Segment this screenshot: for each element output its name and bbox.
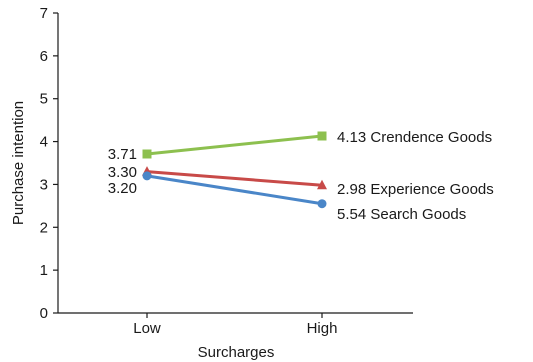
y-tick-label: 1: [40, 262, 48, 279]
y-axis: 0 1 2 3 4 5 6 7: [40, 5, 59, 322]
y-tick-label: 4: [40, 134, 48, 151]
x-tick-label: High: [307, 320, 338, 337]
start-value-label: 3.71: [108, 146, 137, 163]
series-line: [146, 174, 323, 206]
x-axis-title: Surcharges: [198, 344, 275, 361]
data-point-circle: [317, 199, 327, 209]
y-tick-label: 7: [40, 5, 48, 22]
start-value-label: 3.30: [108, 164, 137, 181]
x-tick-label: Low: [133, 320, 161, 337]
data-point-square: [317, 131, 327, 141]
y-tick-label: 2: [40, 219, 48, 236]
series-layer: 3.71 4.13 Crendence Goods 3.30 2.98 Experie…: [108, 129, 494, 223]
start-value-label: 3.20: [108, 180, 137, 197]
y-tick-label: 0: [40, 305, 48, 322]
y-tick-label: 5: [40, 91, 48, 108]
end-value-label: 5.54 Search Goods: [337, 206, 466, 223]
y-axis-title: Purchase intention: [10, 101, 27, 225]
end-value-label: 4.13 Crendence Goods: [337, 129, 492, 146]
data-point-square: [142, 149, 152, 159]
end-value-label: 2.98 Experience Goods: [337, 181, 494, 198]
series-search-goods: 3.20 5.54 Search Goods: [108, 171, 466, 223]
x-axis: Low High: [58, 312, 413, 337]
y-tick-label: 6: [40, 48, 48, 65]
data-point-triangle: [317, 179, 327, 190]
series-crendence-goods: 3.71 4.13 Crendence Goods: [108, 129, 492, 163]
series-line: [146, 170, 323, 187]
series-experience-goods: 3.30 2.98 Experience Goods: [108, 164, 494, 198]
y-tick-label: 3: [40, 176, 48, 193]
y-ticks: 0 1 2 3 4 5 6 7: [40, 5, 58, 322]
data-point-circle: [142, 171, 152, 181]
x-ticks: Low High: [133, 313, 337, 337]
series-line: [146, 134, 323, 156]
